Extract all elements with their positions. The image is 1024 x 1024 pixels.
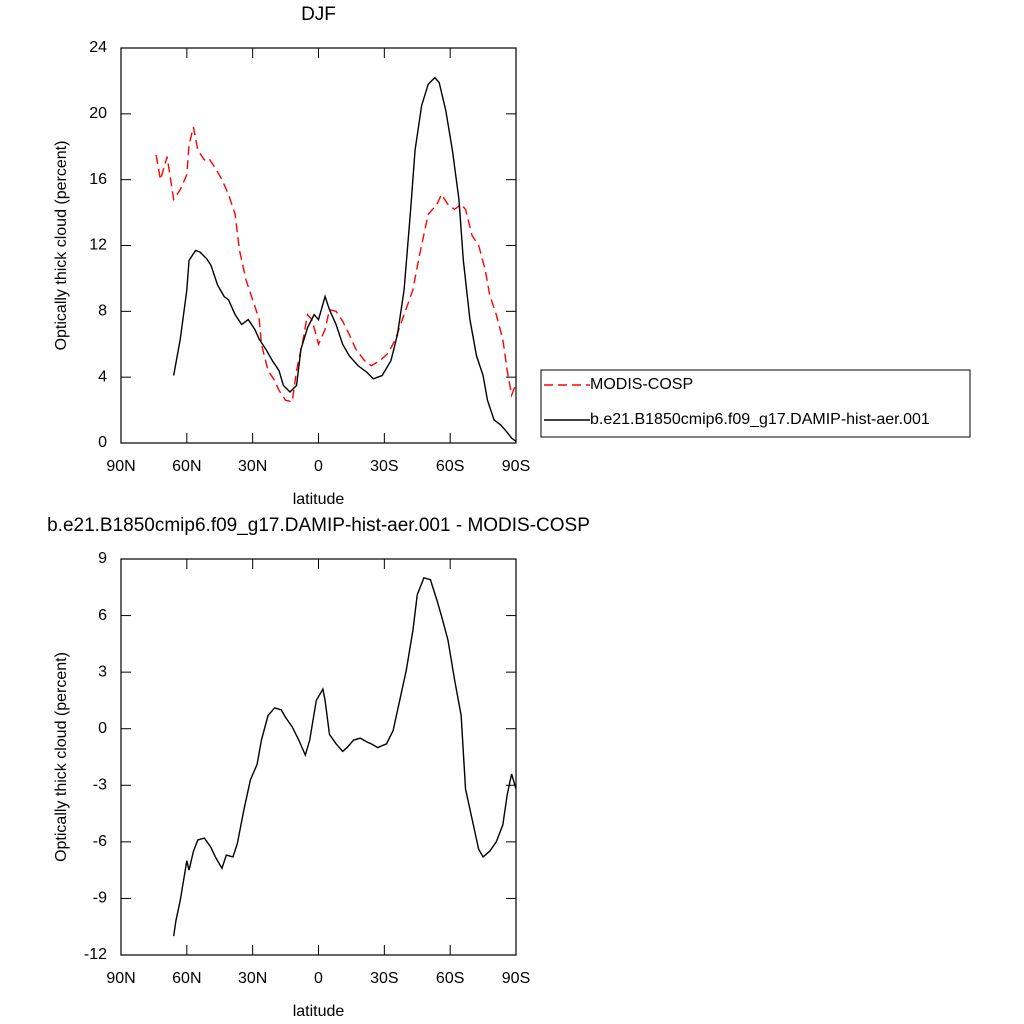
chart-title: DJF — [301, 4, 336, 25]
x-tick-label: 90N — [106, 458, 135, 475]
x-axis-label: latitude — [293, 491, 345, 508]
y-tick-label: 0 — [98, 434, 107, 451]
x-tick-label: 30N — [238, 458, 267, 475]
y-tick-label: 6 — [98, 607, 107, 624]
y-tick-label: 9 — [98, 550, 107, 567]
x-tick-label: 30S — [370, 458, 398, 475]
data-line — [172, 76, 516, 442]
x-tick-label: 30N — [238, 970, 267, 987]
y-axis-label: Optically thick cloud (percent) — [53, 652, 70, 862]
legend-label: MODIS-COSP — [590, 376, 693, 393]
y-axis-label: Optically thick cloud (percent) — [53, 141, 70, 351]
y-tick-label: -9 — [93, 890, 107, 907]
x-tick-label: 60N — [172, 458, 201, 475]
x-tick-label: 90S — [502, 970, 530, 987]
y-tick-label: -6 — [93, 833, 107, 850]
data-line — [172, 577, 516, 937]
y-tick-label: 0 — [98, 720, 107, 737]
y-tick-label: -12 — [84, 946, 107, 963]
x-tick-label: 30S — [370, 970, 398, 987]
x-tick-label: 90N — [106, 970, 135, 987]
x-tick-label: 0 — [314, 970, 323, 987]
y-tick-label: 20 — [89, 105, 107, 122]
y-tick-label: 4 — [98, 368, 107, 385]
y-tick-label: 3 — [98, 663, 107, 680]
plot-frame — [120, 47, 517, 444]
x-axis-label: latitude — [293, 1003, 345, 1020]
x-tick-label: 0 — [314, 458, 323, 475]
x-tick-label: 60S — [436, 970, 464, 987]
x-tick-label: 60S — [436, 458, 464, 475]
chart-title: b.e21.B1850cmip6.f09_g17.DAMIP-hist-aer.… — [47, 515, 590, 536]
y-tick-label: -3 — [93, 777, 107, 794]
plot-frame — [120, 558, 517, 956]
x-tick-label: 60N — [172, 970, 201, 987]
legend-label: b.e21.B1850cmip6.f09_g17.DAMIP-hist-aer.… — [590, 411, 930, 428]
y-tick-label: 24 — [89, 39, 107, 56]
x-tick-label: 90S — [502, 458, 530, 475]
y-tick-label: 16 — [89, 171, 107, 188]
y-tick-label: 12 — [89, 237, 107, 254]
y-tick-label: 8 — [98, 303, 107, 320]
legend-box — [540, 369, 971, 438]
